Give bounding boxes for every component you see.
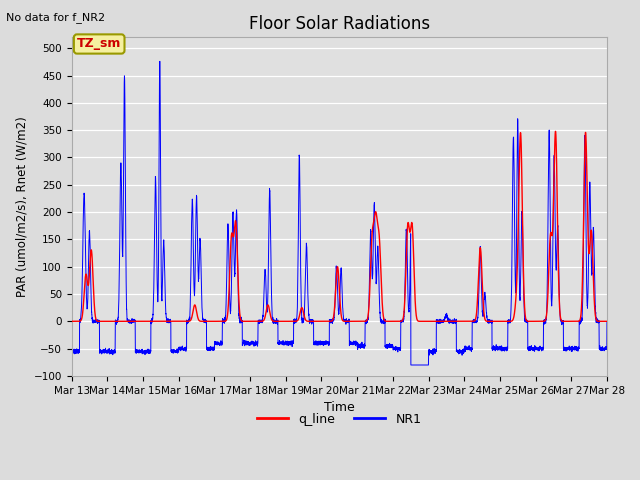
q_line [508, 318, 516, 324]
q_line [603, 318, 611, 324]
NR1 [508, 256, 516, 262]
X-axis label: Time: Time [324, 401, 355, 414]
q_line [552, 129, 559, 134]
NR1 [467, 346, 475, 351]
q_line [467, 318, 475, 324]
NR1 [156, 59, 164, 64]
NR1 [407, 362, 415, 368]
NR1 [273, 318, 280, 324]
Line: q_line: q_line [72, 132, 607, 321]
NR1 [416, 362, 424, 368]
NR1 [165, 318, 173, 324]
q_line [68, 318, 76, 324]
q_line [273, 318, 280, 324]
q_line [140, 318, 147, 324]
NR1 [389, 343, 397, 348]
q_line [416, 318, 424, 324]
Text: No data for f_NR2: No data for f_NR2 [6, 12, 106, 23]
q_line [389, 318, 397, 324]
Y-axis label: PAR (umol/m2/s), Rnet (W/m2): PAR (umol/m2/s), Rnet (W/m2) [15, 116, 28, 297]
Title: Floor Solar Radiations: Floor Solar Radiations [249, 15, 430, 33]
Legend: q_line, NR1: q_line, NR1 [252, 408, 426, 431]
Text: TZ_sm: TZ_sm [77, 37, 122, 50]
Line: NR1: NR1 [72, 61, 607, 365]
q_line [165, 318, 173, 324]
NR1 [68, 347, 76, 352]
NR1 [603, 319, 611, 325]
